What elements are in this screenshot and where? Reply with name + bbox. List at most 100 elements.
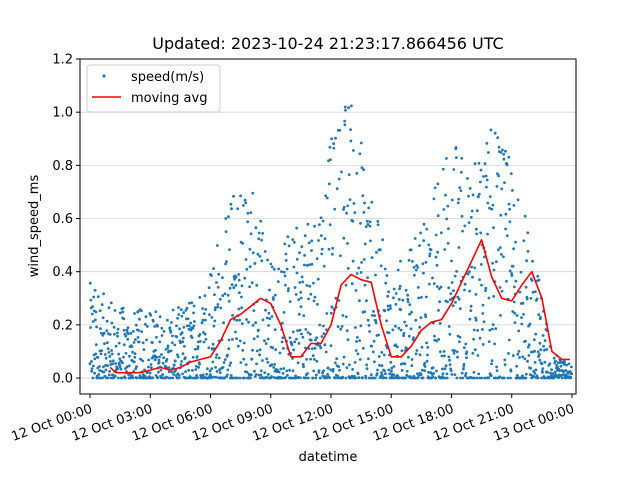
scatter-point	[485, 142, 489, 145]
scatter-point	[403, 362, 407, 366]
scatter-point	[435, 263, 439, 267]
scatter-point	[422, 239, 426, 243]
scatter-point	[401, 298, 405, 302]
scatter-point	[510, 272, 513, 275]
scatter-point	[502, 152, 506, 156]
scatter-point	[414, 268, 418, 272]
scatter-point	[165, 358, 169, 361]
scatter-point	[473, 266, 477, 270]
scatter-point	[469, 309, 473, 312]
scatter-point	[214, 366, 218, 369]
scatter-point	[231, 338, 234, 341]
scatter-point	[222, 321, 226, 325]
scatter-point	[456, 355, 459, 359]
scatter-point	[238, 376, 242, 380]
scatter-point	[342, 205, 346, 209]
scatter-point	[404, 288, 408, 292]
scatter-point	[249, 376, 252, 380]
scatter-point	[194, 368, 198, 371]
scatter-point	[454, 301, 457, 304]
scatter-point	[119, 311, 122, 315]
scatter-point	[427, 243, 431, 247]
scatter-point	[298, 251, 301, 255]
scatter-point	[569, 375, 573, 379]
scatter-point	[256, 252, 260, 256]
scatter-point	[299, 305, 303, 309]
scatter-point	[499, 314, 502, 317]
scatter-point	[444, 193, 447, 197]
scatter-point	[327, 182, 331, 186]
scatter-point	[364, 225, 368, 229]
scatter-point	[349, 139, 353, 143]
scatter-point	[291, 330, 295, 334]
scatter-point	[507, 202, 511, 206]
scatter-point	[309, 292, 313, 296]
scatter-point	[353, 211, 357, 215]
scatter-point	[131, 376, 135, 380]
scatter-point	[490, 362, 493, 366]
scatter-point	[358, 152, 362, 156]
scatter-point	[350, 374, 354, 378]
scatter-point	[518, 356, 521, 359]
scatter-point	[212, 267, 216, 270]
scatter-point	[306, 376, 310, 380]
scatter-point	[225, 260, 228, 264]
scatter-point	[102, 292, 105, 296]
scatter-point	[151, 319, 155, 323]
scatter-point	[295, 337, 298, 341]
scatter-point	[477, 192, 481, 196]
scatter-point	[410, 310, 413, 314]
scatter-point	[279, 367, 283, 371]
scatter-point	[436, 182, 440, 186]
scatter-point	[195, 355, 199, 359]
scatter-point	[475, 209, 479, 213]
scatter-point	[177, 374, 181, 377]
scatter-point	[179, 363, 183, 366]
scatter-point	[477, 195, 480, 199]
scatter-point	[272, 376, 276, 379]
scatter-point	[389, 376, 393, 380]
scatter-point	[293, 340, 297, 344]
scatter-point	[419, 231, 422, 235]
scatter-point	[138, 317, 141, 321]
scatter-point	[176, 316, 180, 320]
scatter-point	[533, 371, 537, 375]
scatter-point	[396, 345, 399, 349]
scatter-point	[448, 358, 451, 362]
scatter-point	[90, 367, 94, 371]
scatter-point	[486, 232, 489, 236]
scatter-point	[471, 351, 475, 355]
scatter-point	[460, 214, 464, 218]
scatter-point	[457, 197, 460, 201]
scatter-point	[445, 217, 449, 221]
scatter-point	[494, 376, 498, 380]
scatter-point	[565, 363, 568, 367]
scatter-point	[276, 280, 280, 283]
scatter-point	[295, 226, 299, 230]
scatter-point	[435, 339, 439, 343]
scatter-point	[140, 330, 144, 333]
scatter-point	[156, 376, 160, 380]
scatter-point	[483, 255, 486, 259]
scatter-point	[101, 316, 105, 320]
scatter-point	[481, 312, 485, 315]
scatter-point	[435, 369, 438, 373]
scatter-point	[520, 322, 524, 326]
scatter-point	[98, 309, 102, 313]
scatter-point	[211, 342, 215, 346]
chart-title: Updated: 2023-10-24 21:23:17.866456 UTC	[152, 34, 503, 53]
scatter-point	[241, 349, 245, 352]
scatter-point	[466, 272, 470, 276]
scatter-point	[121, 306, 125, 310]
scatter-point	[235, 318, 239, 322]
scatter-point	[507, 352, 510, 355]
scatter-point	[179, 341, 182, 345]
scatter-point	[369, 373, 373, 377]
scatter-point	[365, 367, 369, 371]
scatter-point	[341, 314, 345, 317]
scatter-point	[358, 339, 361, 342]
scatter-point	[379, 264, 383, 268]
scatter-point	[232, 286, 236, 290]
scatter-point	[216, 303, 220, 306]
scatter-point	[111, 359, 115, 363]
